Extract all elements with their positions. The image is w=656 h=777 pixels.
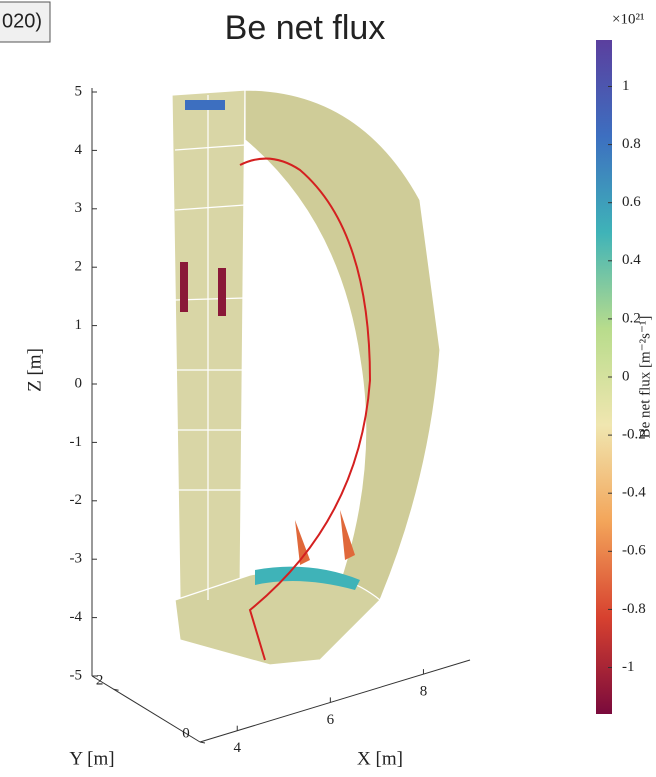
colorbar-multiplier: ×10²¹ (612, 11, 644, 27)
y-tick (200, 742, 205, 743)
z-tick-label: -4 (70, 609, 83, 625)
colorbar-tick-label: 1 (622, 78, 630, 94)
colorbar-tick-label: 0.6 (622, 194, 641, 210)
colorbar-label: Be net flux [m⁻²s⁻¹] (637, 316, 653, 439)
x-tick-label: 8 (420, 684, 428, 700)
z-tick-label: -1 (70, 434, 83, 450)
x-axis (200, 660, 470, 742)
colorbar-tick-label: -0.6 (622, 543, 646, 559)
z-tick-label: 0 (75, 375, 83, 391)
z-label: Z [m] (24, 348, 45, 392)
z-tick-label: -2 (70, 492, 83, 508)
chart-title: Be net flux (225, 9, 386, 47)
z-tick-label: 3 (75, 200, 83, 216)
colorbar-tick-label: -1 (622, 659, 635, 675)
colorbar-tick-label: 0 (622, 368, 630, 384)
z-tick-label: 5 (75, 83, 83, 99)
y-tick-label: 0 (182, 725, 190, 741)
z-tick-label: 4 (75, 142, 83, 158)
x-tick-label: 4 (233, 740, 241, 756)
z-tick-label: -3 (70, 551, 83, 567)
colorbar-tick-label: -0.4 (622, 485, 646, 501)
figure: 020) Be net flux ×10²¹ Be net flux [m⁻²s… (0, 0, 656, 777)
x-label: X [m] (357, 748, 403, 769)
corner-label: 020) (2, 10, 42, 32)
z-tick-label: 2 (75, 259, 83, 275)
z-tick-label: 1 (75, 317, 83, 333)
y-label: Y [m] (69, 748, 114, 769)
y-tick-label: 2 (96, 673, 104, 689)
x-tick-label: 6 (327, 712, 335, 728)
colorbar-tick-label: -0.2 (622, 427, 646, 443)
colorbar-tick-label: 0.4 (622, 252, 641, 268)
colorbar-tick-label: 0.2 (622, 310, 641, 326)
z-tick-label: -5 (70, 667, 83, 683)
colorbar-tick-label: -0.8 (622, 601, 646, 617)
colorbar-tick-label: 0.8 (622, 136, 641, 152)
